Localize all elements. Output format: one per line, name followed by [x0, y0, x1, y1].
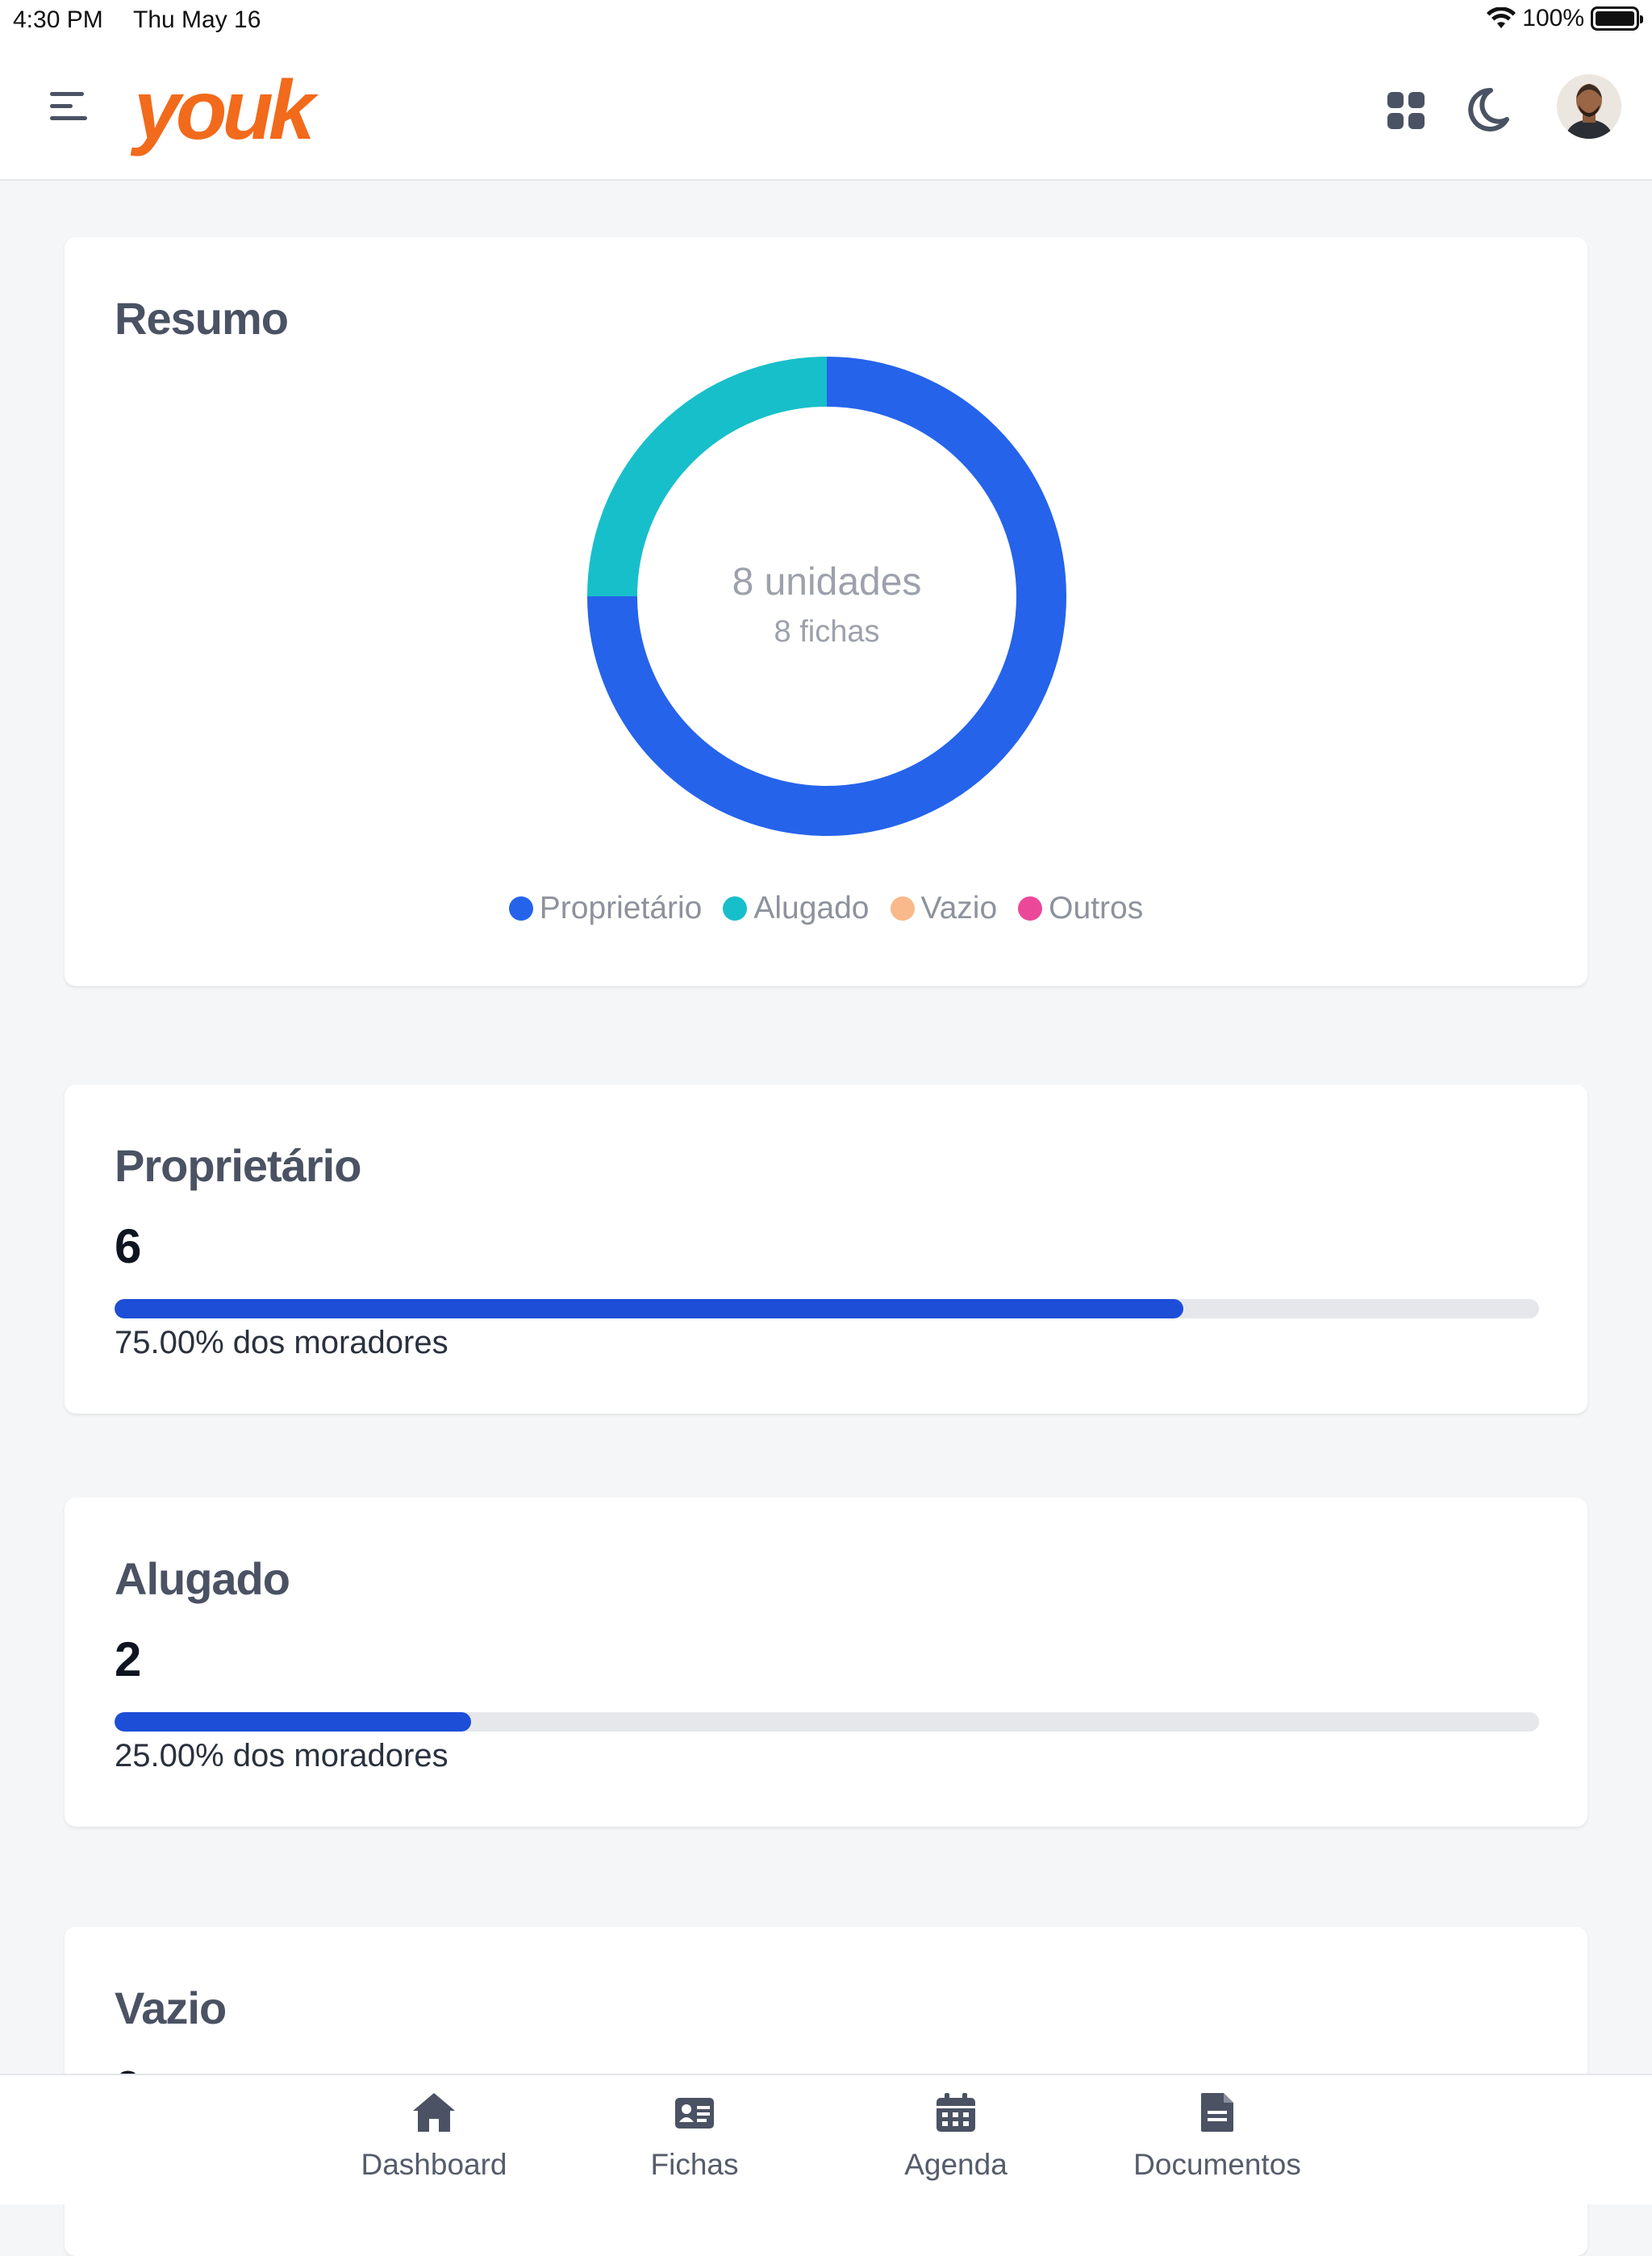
legend-label: Outros	[1049, 891, 1144, 925]
resumo-card: Resumo 8 unidades 8 fichas Proprietário …	[65, 237, 1587, 986]
dark-mode-toggle[interactable]	[1466, 87, 1510, 132]
legend-item-vazio[interactable]: Vazio	[890, 891, 998, 926]
donut-center-units: 8 unidades	[732, 561, 922, 604]
wifi-icon	[1487, 7, 1516, 28]
menu-button[interactable]	[50, 92, 90, 127]
stat-value: 2	[115, 1632, 142, 1686]
menu-icon	[50, 92, 84, 96]
stat-title: Alugado	[115, 1553, 290, 1604]
battery-icon	[1591, 6, 1643, 31]
progress-bar	[115, 1712, 1539, 1732]
legend-label: Proprietário	[539, 891, 703, 925]
chart-legend: Proprietário Alugado Vazio Outros	[65, 891, 1587, 926]
legend-label: Alugado	[753, 891, 870, 925]
tab-label: Agenda	[904, 2148, 1007, 2181]
legend-item-proprietario[interactable]: Proprietário	[508, 891, 703, 926]
tab-documentos[interactable]: Documentos	[1096, 2091, 1338, 2182]
proprietario-card: Proprietário 6 75.00% dos moradores	[65, 1084, 1587, 1414]
id-card-icon	[675, 2098, 714, 2129]
resumo-title: Resumo	[115, 293, 289, 344]
legend-label: Vazio	[920, 891, 998, 925]
bottom-tab-bar: Dashboard Fichas Agenda	[0, 2074, 1652, 2204]
status-bar: 4:30 PM Thu May 16 100%	[0, 0, 1652, 40]
legend-item-outros[interactable]: Outros	[1018, 891, 1143, 926]
legend-dot	[508, 896, 533, 921]
document-icon	[1201, 2093, 1233, 2132]
stat-value: 6	[115, 1219, 142, 1273]
status-date: Thu May 16	[133, 6, 261, 33]
tab-label: Documentos	[1133, 2148, 1301, 2181]
legend-item-alugado[interactable]: Alugado	[723, 891, 870, 926]
legend-dot	[723, 896, 748, 921]
donut-slice-alugado[interactable]	[587, 357, 828, 597]
tab-dashboard[interactable]: Dashboard	[313, 2091, 555, 2182]
progress-fill	[115, 1712, 471, 1732]
progress-fill	[115, 1299, 1183, 1318]
donut-center-fichas: 8 fichas	[774, 615, 880, 649]
stat-title: Proprietário	[115, 1140, 361, 1191]
moon-icon	[1468, 87, 1509, 132]
apps-grid-button[interactable]	[1386, 90, 1426, 131]
donut-slice-proprietário[interactable]	[587, 357, 1066, 836]
grid-icon	[1387, 92, 1425, 129]
home-icon	[413, 2093, 455, 2132]
tab-label: Fichas	[650, 2148, 739, 2181]
app-header: youk	[0, 40, 1652, 181]
youk-logo: youk	[131, 64, 324, 157]
status-time: 4:30 PM	[13, 6, 103, 33]
calendar-icon	[937, 2093, 975, 2132]
status-right: 100%	[1487, 5, 1643, 32]
progress-bar	[115, 1299, 1539, 1318]
stat-subtitle: 25.00% dos moradores	[115, 1738, 448, 1773]
legend-dot	[890, 896, 915, 921]
stat-subtitle: 75.00% dos moradores	[115, 1325, 448, 1360]
tab-label: Dashboard	[361, 2148, 507, 2181]
battery-percent: 100%	[1522, 5, 1584, 31]
stat-title: Vazio	[115, 1982, 227, 2033]
avatar-image	[1557, 74, 1621, 139]
legend-dot	[1018, 896, 1043, 921]
tab-fichas[interactable]: Fichas	[574, 2091, 816, 2182]
tab-agenda[interactable]: Agenda	[835, 2091, 1077, 2182]
donut-chart	[587, 357, 1066, 836]
svg-text:youk: youk	[131, 64, 319, 157]
user-avatar[interactable]	[1557, 74, 1621, 139]
alugado-card: Alugado 2 25.00% dos moradores	[65, 1498, 1587, 1827]
